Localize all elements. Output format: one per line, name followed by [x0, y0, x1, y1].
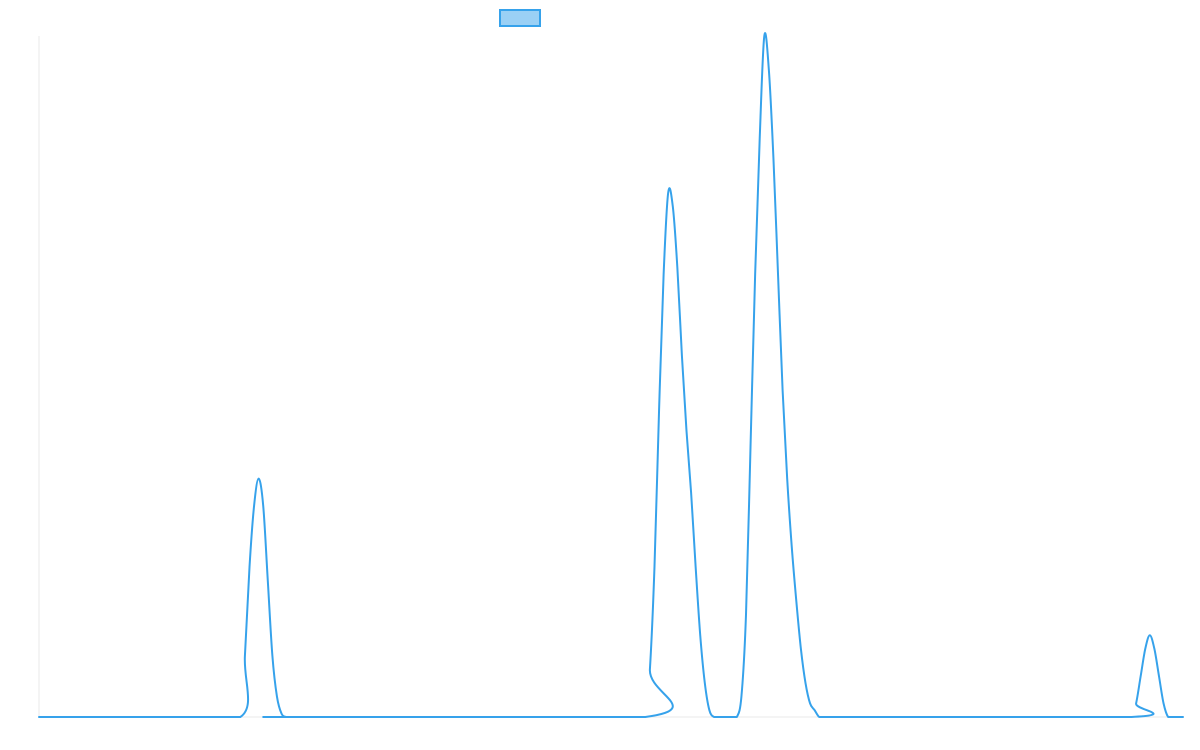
series-line: [38, 32, 1184, 719]
legend-swatch[interactable]: [499, 9, 541, 27]
legend: [499, 9, 541, 27]
plot-area: [38, 32, 1184, 719]
